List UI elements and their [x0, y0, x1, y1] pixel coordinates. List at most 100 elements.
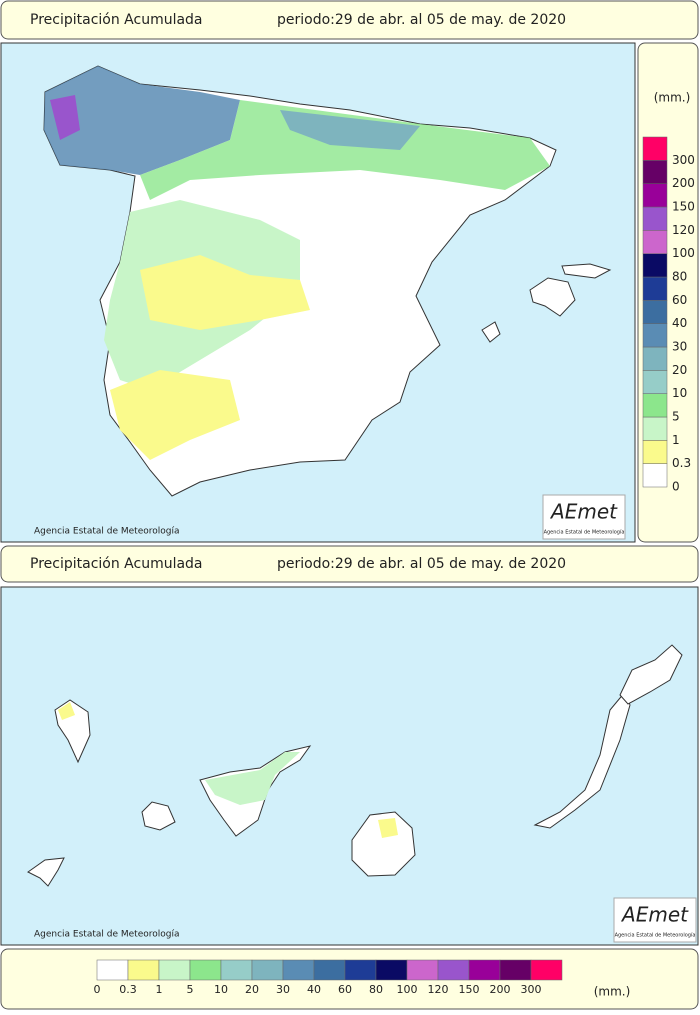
legend-swatch: [406, 959, 439, 981]
legend-label: 150: [672, 200, 695, 214]
legend-unit: (mm.): [654, 91, 691, 105]
legend-swatch: [344, 959, 377, 981]
canary-map: [27, 644, 683, 887]
legend-swatch: [642, 393, 668, 418]
legend-swatch: [220, 959, 253, 981]
legend-unit: (mm.): [594, 985, 631, 999]
logo-name: AEmet: [620, 903, 689, 927]
legend-swatch: [313, 959, 346, 981]
rain-area: [58, 702, 75, 720]
legend-label: 0.3: [672, 456, 691, 470]
legend-label: 120: [672, 223, 695, 237]
legend-swatch: [127, 959, 160, 981]
legend-swatch: [642, 253, 668, 278]
legend-label: 200: [490, 983, 511, 996]
legend-label: 0.3: [119, 983, 137, 996]
period: periodo:29 de abr. al 05 de may. de 2020: [277, 12, 566, 28]
legend-swatch: [189, 959, 222, 981]
legend-swatch: [499, 959, 532, 981]
legend-swatch: [642, 230, 668, 254]
legend-label: 0: [672, 480, 680, 494]
legend-label: 5: [187, 983, 194, 996]
legend-swatch: [437, 959, 470, 981]
legend-label: 300: [672, 153, 695, 167]
legend-label: 80: [369, 983, 383, 996]
legend-swatch: [642, 300, 668, 324]
rain-area: [110, 370, 240, 460]
legend-swatch: [375, 959, 408, 981]
legend-swatch: [642, 183, 668, 208]
header: [0, 545, 699, 583]
legend-swatch: [642, 463, 668, 488]
legend-label: 60: [338, 983, 352, 996]
legend-label: 30: [672, 340, 687, 354]
title: Precipitación Acumulada: [30, 12, 203, 28]
legend-swatch: [96, 959, 129, 981]
legend-swatch: [642, 346, 668, 371]
logo-subtitle: Agencia Estatal de Meteorología: [615, 932, 696, 939]
legend-label: 40: [672, 316, 687, 330]
legend-label: 150: [459, 983, 480, 996]
legend-swatch: [642, 416, 668, 441]
legend-label: 1: [156, 983, 163, 996]
logo: AEmet Agencia Estatal de Meteorología: [542, 494, 626, 540]
legend-swatch: [468, 959, 501, 981]
legend-swatch: [642, 276, 668, 301]
logo-name: AEmet: [549, 500, 618, 524]
legend-swatch: [642, 323, 668, 348]
gran-canaria: [351, 811, 416, 877]
period: periodo:29 de abr. al 05 de may. de 2020: [277, 556, 566, 572]
legend-label: 100: [672, 246, 695, 260]
logo-subtitle: Agencia Estatal de Meteorología: [544, 529, 625, 536]
legend-swatch: [642, 206, 668, 231]
legend-swatch: [282, 959, 315, 981]
legend-label: 10: [672, 386, 687, 400]
title: Precipitación Acumulada: [30, 556, 203, 572]
header: [0, 0, 699, 40]
legend-swatch: [158, 959, 191, 981]
rain-area: [280, 110, 420, 150]
legend-label: 300: [521, 983, 542, 996]
rain-area: [50, 95, 80, 140]
legend: 0 0.3 1 5 10 20 30 40 60 80 100 120 150 200 300: [642, 136, 695, 494]
legend: 0 0.3 1 5 10 20 30 40 60 80 100 120 150 200 300: [94, 959, 563, 996]
rain-area: [205, 752, 300, 805]
legend-label: 200: [672, 176, 695, 190]
legend-label: 20: [672, 363, 687, 377]
credit: Agencia Estatal de Meteorología: [34, 527, 180, 537]
menorca: [561, 263, 612, 279]
rain-area: [140, 255, 310, 330]
legend-label: 20: [245, 983, 259, 996]
legend-swatch: [530, 959, 563, 981]
logo-box: [542, 494, 626, 540]
legend-label: 10: [214, 983, 228, 996]
legend-swatch: [642, 370, 668, 394]
logo-box: [613, 897, 697, 943]
peninsula-map: [43, 65, 612, 497]
rain-area: [44, 66, 240, 175]
legend-label: 40: [307, 983, 321, 996]
rain-area: [378, 818, 398, 838]
rain-area: [140, 100, 550, 200]
legend-label: 1: [672, 433, 680, 447]
legend-swatch: [642, 160, 668, 184]
legend-label: 30: [276, 983, 290, 996]
legend-swatch: [642, 440, 668, 464]
lanzarote: [619, 644, 683, 705]
legend-label: 0: [94, 983, 101, 996]
legend-label: 80: [672, 270, 687, 284]
legend-label: 100: [397, 983, 418, 996]
mallorca: [529, 277, 576, 317]
legend-label: 5: [672, 410, 680, 424]
legend-label: 60: [672, 293, 687, 307]
credit: Agencia Estatal de Meteorología: [34, 930, 180, 940]
legend-swatch: [642, 136, 668, 161]
ibiza: [481, 321, 501, 343]
el-hierro: [27, 857, 65, 887]
logo: AEmet Agencia Estatal de Meteorología: [613, 897, 697, 943]
legend-label: 120: [428, 983, 449, 996]
legend-swatch: [251, 959, 284, 981]
la-gomera: [141, 801, 176, 831]
map-panel: [0, 586, 699, 946]
